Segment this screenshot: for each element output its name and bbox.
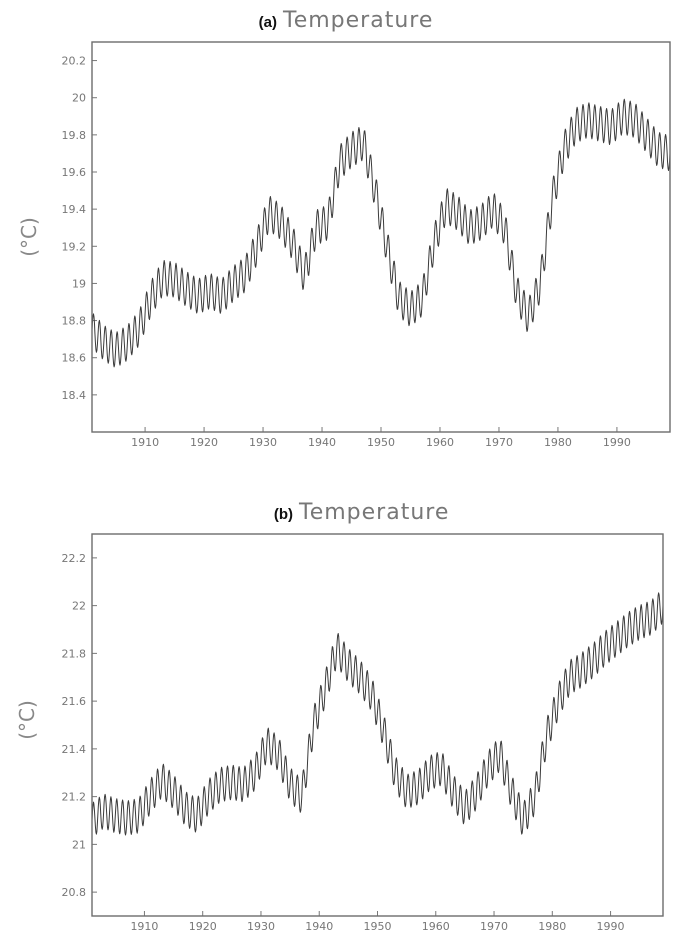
panel-a-x-tick-label: 1950	[367, 436, 395, 449]
panel-b-x-tick-label: 1930	[247, 920, 275, 933]
panel-a-frame	[91, 41, 671, 433]
panel-a-x-ticks: 1910 1920 1930 1940 1950 1960 1970 1980 1990	[131, 427, 631, 449]
panel-b-series-line	[91, 592, 664, 836]
panel-a-x-tick-label: 1980	[544, 436, 572, 449]
panel-b-x-tick-label: 1940	[305, 920, 333, 933]
panel-a-ylabel: (°C)	[17, 217, 41, 257]
panel-b-y-tick-label: 21.2	[62, 791, 87, 804]
panel-b-y-tick-label: 21	[72, 838, 86, 851]
panel-a-title: Temperature	[282, 8, 433, 33]
panel-b: (b) Temperature (°C) 1910 1920 1930 1940 195…	[15, 500, 664, 933]
panel-a-label: (a)	[259, 14, 277, 31]
panel-a-y-tick-label: 19.6	[62, 166, 87, 179]
panel-a-x-tick-label: 1960	[426, 436, 454, 449]
panel-a-y-tick-label: 18.4	[62, 389, 87, 402]
panel-b-frame	[91, 533, 664, 917]
panel-b-y-tick-label: 22.2	[62, 552, 87, 565]
panel-a-x-tick-label: 1990	[603, 436, 631, 449]
panel-a-series-line	[91, 98, 671, 368]
panel-a-y-tick-label: 20.2	[62, 55, 87, 68]
panel-b-ylabel: (°C)	[15, 700, 39, 740]
panel-a-y-tick-label: 19.4	[62, 203, 87, 216]
panel-b-y-tick-label: 22	[72, 600, 86, 613]
panel-a-y-ticks: 18.4 18.6 18.8 19 19.2 19.4 19.6 19.8 20 20.2	[62, 55, 97, 402]
panel-a-y-tick-label: 18.8	[62, 315, 87, 328]
panel-b-x-tick-label: 1920	[189, 920, 217, 933]
panel-b-x-tick-label: 1910	[130, 920, 158, 933]
panel-a-x-tick-label: 1930	[249, 436, 277, 449]
panel-b-x-tick-label: 1960	[422, 920, 450, 933]
panel-a-y-tick-label: 19.8	[62, 129, 87, 142]
panel-b-y-tick-label: 21.8	[62, 647, 87, 660]
panel-b-y-ticks: 20.8 21 21.2 21.4 21.6 21.8 22 22.2	[62, 552, 97, 899]
panel-b-x-ticks: 1910 1920 1930 1940 1950 1960 1970 1980 1990	[130, 911, 625, 933]
panel-b-series	[91, 592, 664, 836]
panel-a-y-tick-label: 19	[72, 277, 86, 290]
panel-b-x-tick-label: 1980	[538, 920, 566, 933]
panel-a-x-tick-label: 1940	[308, 436, 336, 449]
panel-b-y-tick-label: 21.6	[62, 695, 87, 708]
panel-b-x-tick-label: 1950	[364, 920, 392, 933]
panel-a-x-tick-label: 1920	[190, 436, 218, 449]
panel-b-x-tick-label: 1970	[480, 920, 508, 933]
panel-a: (a) Temperature (°C) 1910 1920 1930 1940 195…	[17, 8, 671, 449]
panel-a-series	[91, 98, 671, 368]
panel-a-x-tick-label: 1970	[485, 436, 513, 449]
panel-a-y-tick-label: 20	[72, 92, 86, 105]
panel-a-x-tick-label: 1910	[131, 436, 159, 449]
panel-b-y-tick-label: 20.8	[62, 886, 87, 899]
panel-b-x-tick-label: 1990	[597, 920, 625, 933]
panel-b-label: (b)	[274, 506, 293, 523]
panel-b-title: Temperature	[298, 500, 449, 525]
panel-a-y-tick-label: 18.6	[62, 352, 87, 365]
panel-a-y-tick-label: 19.2	[62, 240, 87, 253]
panel-b-y-tick-label: 21.4	[62, 743, 87, 756]
